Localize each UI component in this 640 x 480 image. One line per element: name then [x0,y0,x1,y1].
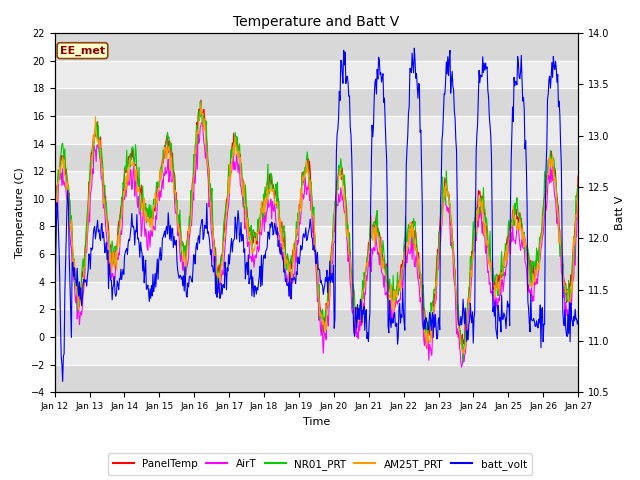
Legend: PanelTemp, AirT, NR01_PRT, AM25T_PRT, batt_volt: PanelTemp, AirT, NR01_PRT, AM25T_PRT, ba… [108,454,532,475]
Bar [54,337,578,365]
Y-axis label: Temperature (C): Temperature (C) [15,167,25,258]
Bar [54,116,578,144]
Y-axis label: Batt V: Batt V [615,195,625,230]
Title: Temperature and Batt V: Temperature and Batt V [233,15,399,29]
X-axis label: Time: Time [303,417,330,427]
Text: EE_met: EE_met [60,46,105,56]
Bar [54,171,578,199]
Bar [54,282,578,310]
Bar [54,60,578,88]
Bar [54,227,578,254]
